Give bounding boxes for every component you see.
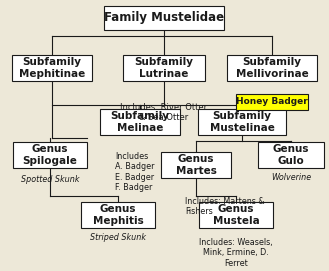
Text: Honey Badger: Honey Badger bbox=[236, 98, 308, 107]
Text: Includes: River Otter
& Sea Otter: Includes: River Otter & Sea Otter bbox=[120, 103, 208, 122]
Text: Genus
Martes: Genus Martes bbox=[176, 154, 216, 176]
Text: Subfamily
Mephitinae: Subfamily Mephitinae bbox=[19, 57, 85, 79]
FancyBboxPatch shape bbox=[12, 55, 92, 81]
Text: Genus
Gulo: Genus Gulo bbox=[273, 144, 309, 166]
FancyBboxPatch shape bbox=[236, 94, 308, 110]
FancyBboxPatch shape bbox=[258, 142, 324, 168]
Text: Genus
Mustela: Genus Mustela bbox=[213, 204, 259, 226]
Text: Includes: Martens &
Fishers: Includes: Martens & Fishers bbox=[185, 197, 265, 217]
Text: Subfamily
Lutrinae: Subfamily Lutrinae bbox=[135, 57, 193, 79]
FancyBboxPatch shape bbox=[227, 55, 317, 81]
FancyBboxPatch shape bbox=[199, 202, 273, 228]
Text: Subfamily
Mellivorinae: Subfamily Mellivorinae bbox=[236, 57, 308, 79]
FancyBboxPatch shape bbox=[198, 109, 286, 135]
FancyBboxPatch shape bbox=[13, 142, 87, 168]
Text: Spotted Skunk: Spotted Skunk bbox=[21, 175, 79, 184]
Text: Includes: Weasels,
Mink, Ermine, D.
Ferret: Includes: Weasels, Mink, Ermine, D. Ferr… bbox=[199, 238, 273, 268]
Text: Includes
A. Badger
E. Badger
F. Badger: Includes A. Badger E. Badger F. Badger bbox=[115, 152, 155, 192]
Text: Wolverine: Wolverine bbox=[271, 173, 311, 182]
Text: Family Mustelidae: Family Mustelidae bbox=[104, 11, 224, 24]
FancyBboxPatch shape bbox=[100, 109, 180, 135]
Text: Genus
Spilogale: Genus Spilogale bbox=[23, 144, 77, 166]
Text: Subfamily
Melinae: Subfamily Melinae bbox=[111, 111, 169, 133]
FancyBboxPatch shape bbox=[104, 6, 224, 30]
Text: Genus
Mephitis: Genus Mephitis bbox=[93, 204, 143, 226]
FancyBboxPatch shape bbox=[161, 152, 231, 178]
Text: Subfamily
Mustelinae: Subfamily Mustelinae bbox=[210, 111, 274, 133]
Text: Striped Skunk: Striped Skunk bbox=[90, 233, 146, 242]
FancyBboxPatch shape bbox=[81, 202, 155, 228]
FancyBboxPatch shape bbox=[123, 55, 205, 81]
